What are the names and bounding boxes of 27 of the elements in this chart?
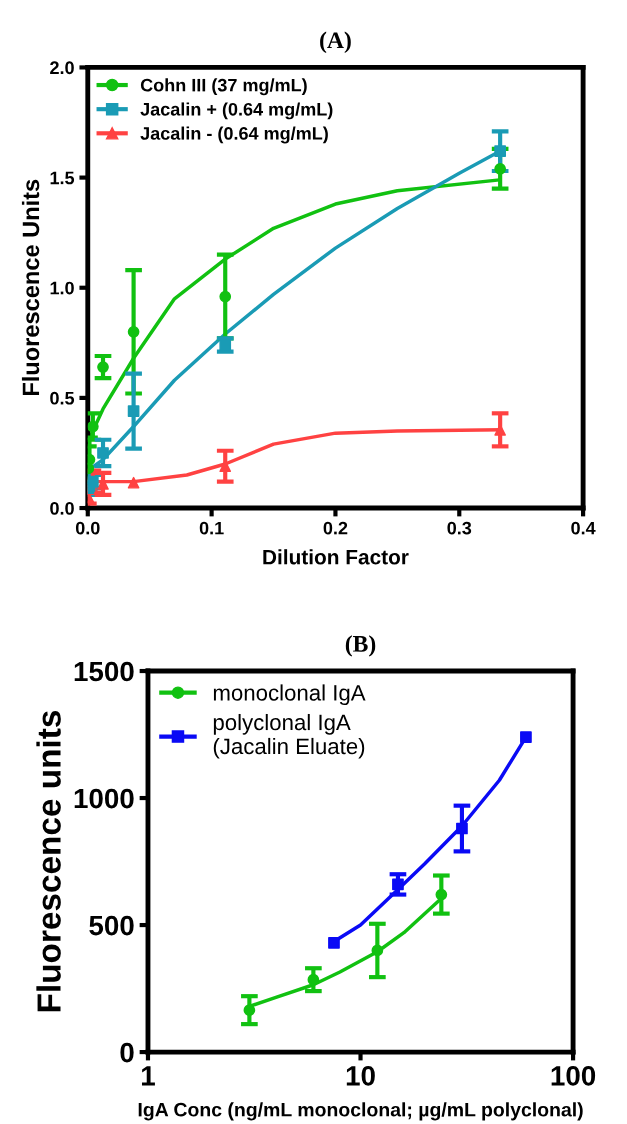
y-axis-title: Fluorescence units [36, 711, 61, 1012]
x-tick-label: 0.2 [323, 521, 348, 535]
x-tick-label: 1 [142, 1066, 155, 1086]
y-tick-label: 1.5 [50, 171, 75, 185]
chart-title: (B) [345, 635, 376, 657]
y-tick-label: 0.5 [50, 391, 75, 405]
x-tick-label: 0.4 [571, 521, 596, 535]
y-axis-title: Fluorescence Units [21, 179, 40, 396]
legend-label: Jacalin - (0.64 mg/mL) [140, 126, 328, 144]
y-tick-label: 2.0 [50, 61, 74, 75]
legend-label: polyclonal IgA (Jacalin Eluate) [213, 713, 365, 759]
y-tick-label: 500 [89, 915, 134, 936]
y-tick-label: 1000 [74, 788, 134, 809]
x-axis-title: Dilution Factor [263, 549, 409, 565]
legend-label: monoclonal IgA [213, 684, 366, 706]
x-tick-label: 10 [346, 1065, 375, 1086]
y-tick-label: 1500 [74, 661, 134, 682]
x-tick-label: 0.1 [199, 521, 224, 535]
legend-label: Cohn III (37 mg/mL) [140, 78, 307, 96]
x-tick-label: 100 [551, 1065, 596, 1086]
chart-title: (A) [320, 31, 351, 54]
y-tick-label: 0 [120, 1042, 134, 1063]
legend-label: Jacalin + (0.64 mg/mL) [140, 102, 333, 120]
x-tick-label: 0.3 [447, 521, 472, 535]
y-tick-label: 0.0 [50, 501, 74, 515]
y-tick-label: 1.0 [50, 281, 74, 295]
x-axis-title: IgA Conc (ng/mL monoclonal; µg/mL polyclonal) [138, 1102, 583, 1121]
